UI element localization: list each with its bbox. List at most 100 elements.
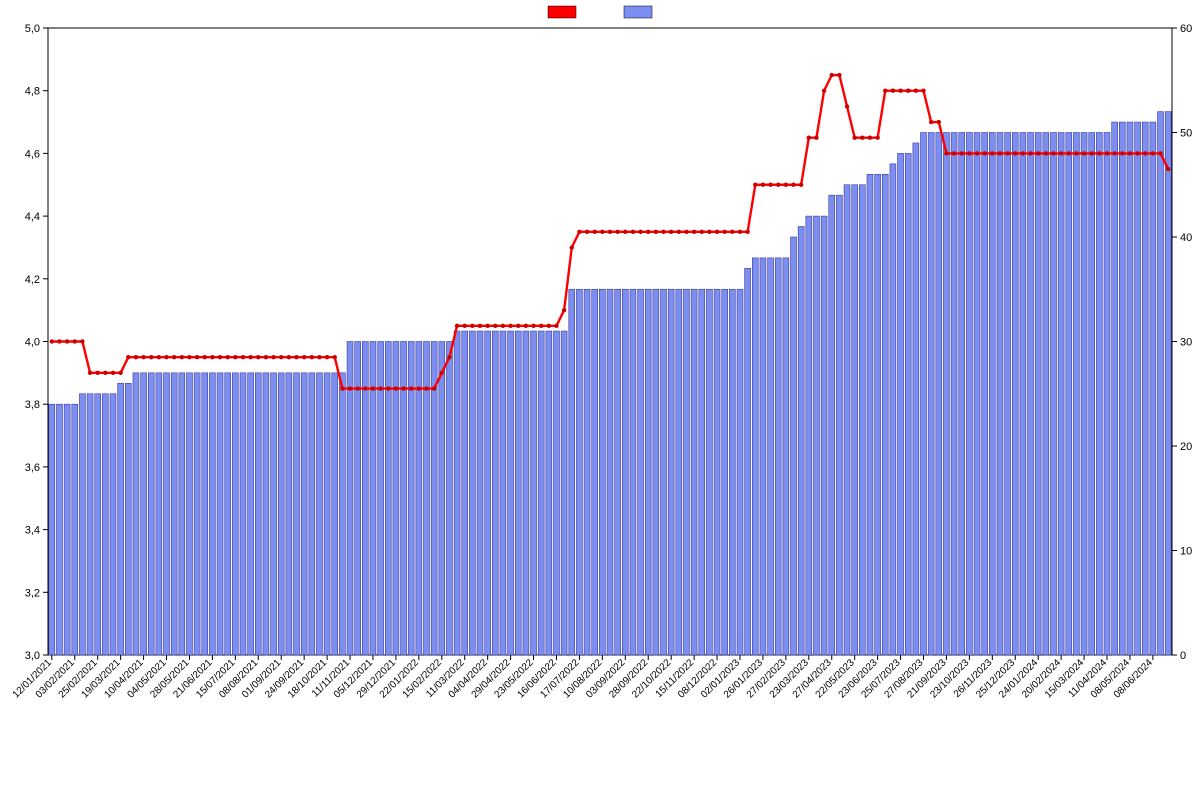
bar [592, 289, 598, 655]
line-marker [776, 183, 780, 187]
bar [1119, 122, 1125, 655]
line-marker [203, 355, 207, 359]
line-marker [1013, 151, 1017, 155]
bar [531, 331, 537, 655]
line-marker [88, 371, 92, 375]
line-marker [784, 183, 788, 187]
bar [324, 373, 330, 655]
line-marker [730, 230, 734, 234]
line-marker [791, 183, 795, 187]
bar [1081, 133, 1087, 656]
bar [798, 227, 804, 655]
line-marker [1082, 151, 1086, 155]
legend-bar-swatch [624, 6, 652, 18]
bar [653, 289, 659, 655]
bar [821, 216, 827, 655]
line-marker [57, 339, 61, 343]
bar [72, 404, 78, 655]
line-marker [1005, 151, 1009, 155]
line-marker [753, 183, 757, 187]
bar [966, 133, 972, 656]
line-marker [126, 355, 130, 359]
bar [982, 133, 988, 656]
line-marker [134, 355, 138, 359]
line-marker [684, 230, 688, 234]
bar [882, 174, 888, 655]
line-marker [409, 386, 413, 390]
bar [1051, 133, 1057, 656]
bar [546, 331, 552, 655]
line-marker [1128, 151, 1132, 155]
line-marker [455, 324, 459, 328]
line-marker [1074, 151, 1078, 155]
bar [1073, 133, 1079, 656]
bar [171, 373, 177, 655]
bar [102, 394, 108, 655]
line-marker [967, 151, 971, 155]
y-left-tick-label: 3,6 [25, 462, 40, 474]
y-left-tick-label: 4,2 [25, 274, 40, 286]
bar [202, 373, 208, 655]
bar [263, 373, 269, 655]
bar [959, 133, 965, 656]
y-right-tick-label: 30 [1180, 337, 1192, 349]
line-marker [715, 230, 719, 234]
y-left-tick-label: 5,0 [25, 23, 40, 35]
bar [638, 289, 644, 655]
bar [1142, 122, 1148, 655]
line-marker [279, 355, 283, 359]
y-left-tick-label: 4,8 [25, 86, 40, 98]
line-marker [593, 230, 597, 234]
line-marker [891, 89, 895, 93]
bar [661, 289, 667, 655]
bar [569, 289, 575, 655]
bar [714, 289, 720, 655]
bar [1012, 133, 1018, 656]
combo-chart: 3,03,23,43,63,84,04,24,44,64,85,00102030… [0, 0, 1200, 800]
line-marker [998, 151, 1002, 155]
bar [301, 373, 307, 655]
line-marker [1158, 151, 1162, 155]
line-marker [837, 73, 841, 77]
line-marker [65, 339, 69, 343]
y-right-tick-label: 0 [1180, 650, 1186, 662]
line-marker [1120, 151, 1124, 155]
bar [56, 404, 62, 655]
line-marker [669, 230, 673, 234]
line-marker [677, 230, 681, 234]
line-marker [355, 386, 359, 390]
line-marker [401, 386, 405, 390]
y-right-tick-label: 40 [1180, 232, 1192, 244]
line-marker [868, 136, 872, 140]
bar [898, 153, 904, 655]
line-marker [233, 355, 237, 359]
line-marker [264, 355, 268, 359]
line-marker [1059, 151, 1063, 155]
bar [1135, 122, 1141, 655]
bar [576, 289, 582, 655]
bar [446, 342, 452, 656]
line-marker [860, 136, 864, 140]
line-marker [516, 324, 520, 328]
line-marker [80, 339, 84, 343]
bar [890, 164, 896, 655]
bar [928, 133, 934, 656]
bar [921, 133, 927, 656]
line-marker [898, 89, 902, 93]
line-marker [768, 183, 772, 187]
line-marker [363, 386, 367, 390]
line-marker [562, 308, 566, 312]
bar [1158, 112, 1164, 655]
line-marker [111, 371, 115, 375]
bar [722, 289, 728, 655]
line-marker [340, 386, 344, 390]
line-marker [508, 324, 512, 328]
bar [859, 185, 865, 655]
line-marker [493, 324, 497, 328]
line-marker [975, 151, 979, 155]
bar [760, 258, 766, 655]
line-marker [164, 355, 168, 359]
bar [561, 331, 567, 655]
bar [699, 289, 705, 655]
bar [87, 394, 93, 655]
